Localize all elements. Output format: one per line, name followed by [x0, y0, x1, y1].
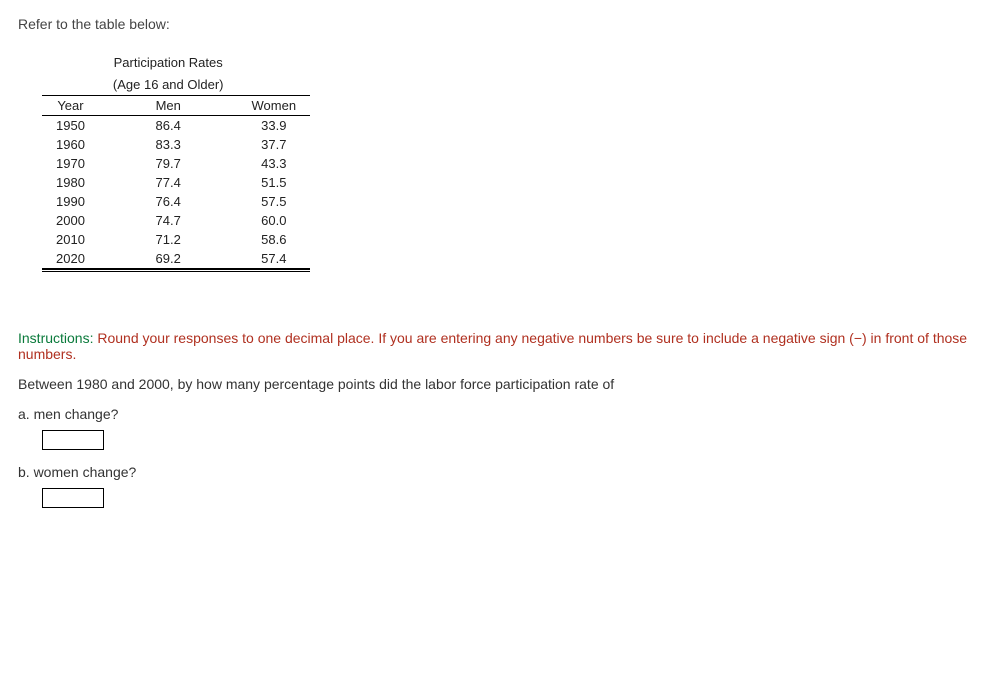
table-row: 1950 86.4 33.9 — [42, 116, 310, 136]
table-row: 1990 76.4 57.5 — [42, 192, 310, 211]
cell-men: 79.7 — [99, 154, 238, 173]
cell-year: 1970 — [42, 154, 99, 173]
table-row: 2000 74.7 60.0 — [42, 211, 310, 230]
table-super-header-1: Participation Rates — [99, 52, 238, 74]
col-men: Men — [99, 96, 238, 116]
cell-women: 57.4 — [238, 249, 311, 269]
intro-text: Refer to the table below: — [18, 16, 973, 32]
cell-year: 1960 — [42, 135, 99, 154]
participation-table: Participation Rates (Age 16 and Older) Y… — [42, 52, 310, 272]
col-women: Women — [238, 96, 311, 116]
question-b: b. women change? — [18, 464, 973, 480]
cell-men: 69.2 — [99, 249, 238, 269]
col-year: Year — [42, 96, 99, 116]
cell-men: 71.2 — [99, 230, 238, 249]
cell-women: 60.0 — [238, 211, 311, 230]
answer-a-input[interactable] — [42, 430, 104, 450]
cell-men: 77.4 — [99, 173, 238, 192]
cell-men: 76.4 — [99, 192, 238, 211]
cell-year: 2000 — [42, 211, 99, 230]
table-row: 1960 83.3 37.7 — [42, 135, 310, 154]
instructions-body: Round your responses to one decimal plac… — [18, 330, 967, 362]
instructions: Instructions: Round your responses to on… — [18, 330, 973, 362]
cell-year: 2010 — [42, 230, 99, 249]
cell-women: 51.5 — [238, 173, 311, 192]
cell-men: 74.7 — [99, 211, 238, 230]
question-a: a. men change? — [18, 406, 973, 422]
cell-women: 57.5 — [238, 192, 311, 211]
cell-year: 1980 — [42, 173, 99, 192]
cell-women: 43.3 — [238, 154, 311, 173]
instructions-label: Instructions: — [18, 330, 93, 346]
cell-year: 1950 — [42, 116, 99, 136]
table-bottom-rule — [42, 269, 310, 272]
question-main: Between 1980 and 2000, by how many perce… — [18, 376, 973, 392]
table-super-header-2: (Age 16 and Older) — [99, 74, 238, 96]
table-row: 1970 79.7 43.3 — [42, 154, 310, 173]
cell-women: 58.6 — [238, 230, 311, 249]
cell-women: 37.7 — [238, 135, 311, 154]
cell-year: 1990 — [42, 192, 99, 211]
cell-men: 86.4 — [99, 116, 238, 136]
table-row: 2020 69.2 57.4 — [42, 249, 310, 269]
cell-women: 33.9 — [238, 116, 311, 136]
answer-b-input[interactable] — [42, 488, 104, 508]
cell-men: 83.3 — [99, 135, 238, 154]
table-row: 2010 71.2 58.6 — [42, 230, 310, 249]
table-row: 1980 77.4 51.5 — [42, 173, 310, 192]
cell-year: 2020 — [42, 249, 99, 269]
participation-table-wrap: Participation Rates (Age 16 and Older) Y… — [42, 52, 973, 272]
